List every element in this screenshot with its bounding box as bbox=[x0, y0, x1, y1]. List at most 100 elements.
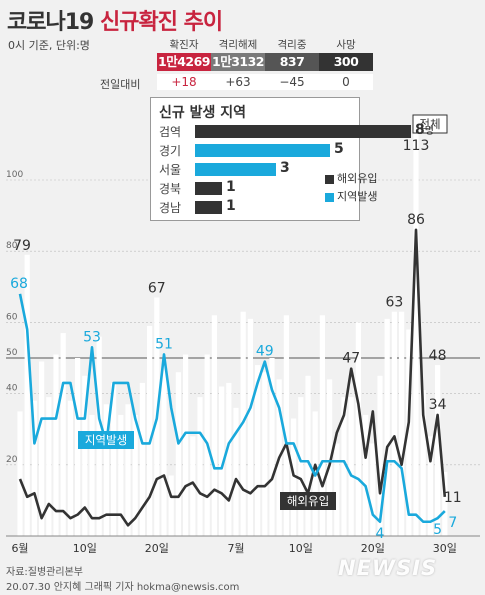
total-bar bbox=[334, 443, 340, 536]
stat-label: 사망 bbox=[336, 39, 356, 51]
total-bar bbox=[298, 397, 304, 536]
region-name: 경남 bbox=[159, 201, 182, 215]
total-bar bbox=[420, 390, 426, 536]
local-legend-swatch bbox=[325, 193, 334, 202]
total-bar bbox=[67, 400, 73, 536]
total-bar bbox=[53, 354, 59, 536]
data-label: 47 bbox=[342, 351, 360, 367]
overseas-legend-swatch bbox=[325, 175, 334, 184]
stat-value: 1만4269 bbox=[157, 53, 211, 71]
total-bar bbox=[118, 414, 124, 536]
data-label: 63 bbox=[385, 295, 403, 311]
total-bar bbox=[161, 365, 167, 536]
total-bar bbox=[435, 365, 441, 536]
total-bar bbox=[319, 315, 325, 536]
total-bar bbox=[211, 315, 217, 536]
total-bar bbox=[75, 358, 81, 536]
stat-diff: −45 bbox=[265, 74, 319, 90]
total-bar bbox=[139, 382, 145, 536]
total-bar bbox=[247, 318, 253, 536]
total-bar bbox=[370, 443, 376, 536]
local-line bbox=[18, 293, 446, 524]
y-tick-label: 50 bbox=[6, 348, 18, 358]
total-bar bbox=[168, 475, 174, 536]
data-label: 11 bbox=[444, 490, 462, 506]
x-tick-label: 10일 bbox=[289, 541, 313, 555]
total-bar bbox=[341, 397, 347, 536]
total-series-label: 전체 bbox=[419, 117, 440, 131]
data-label: 68 bbox=[10, 276, 28, 292]
x-tick-label: 7월 bbox=[227, 542, 244, 555]
region-bar bbox=[195, 201, 222, 214]
stat-value: 1만3132 bbox=[211, 53, 265, 71]
region-value-number: 5 bbox=[334, 141, 344, 157]
region-panel: 신규 발생 지역 검역 8명 경기 5 서울 3 경북 1 경남 1 bbox=[150, 97, 434, 221]
total-bar bbox=[377, 375, 383, 536]
region-value-number: 1 bbox=[226, 198, 236, 214]
total-bar bbox=[413, 133, 419, 536]
region-bar bbox=[195, 125, 411, 138]
total-bar bbox=[39, 361, 45, 536]
total-bar bbox=[197, 397, 203, 536]
y-tick-label: 40 bbox=[6, 384, 18, 394]
stat-diff: +18 bbox=[157, 74, 211, 90]
total-bar bbox=[255, 365, 261, 536]
credit-note: 20.07.30 안지혜 그래픽 기자 hokma@newsis.com bbox=[6, 582, 240, 593]
data-label: 113 bbox=[403, 138, 430, 154]
data-label: 86 bbox=[407, 212, 425, 228]
x-tick-label: 30일 bbox=[433, 541, 457, 555]
region-bar bbox=[195, 163, 276, 176]
region-value-number: 1 bbox=[226, 179, 236, 195]
region-value-number: 8 bbox=[415, 122, 425, 138]
region-bar bbox=[195, 182, 222, 195]
total-bar bbox=[355, 322, 361, 536]
stat-label: 격리해제 bbox=[218, 39, 258, 51]
overseas-line bbox=[18, 228, 447, 527]
x-tick-label: 20일 bbox=[145, 541, 169, 555]
total-bar bbox=[406, 329, 412, 536]
region-name: 경북 bbox=[159, 182, 182, 196]
region-name: 서울 bbox=[159, 163, 182, 177]
total-bar bbox=[305, 375, 311, 536]
data-label: 48 bbox=[429, 348, 447, 364]
total-bar bbox=[60, 333, 66, 536]
total-bar bbox=[363, 414, 369, 536]
total-bar bbox=[24, 254, 30, 536]
total-bar bbox=[291, 418, 297, 536]
stat-label: 격리중 bbox=[277, 39, 307, 51]
total-bar bbox=[427, 436, 433, 536]
data-label: 53 bbox=[83, 329, 101, 345]
total-bar bbox=[31, 400, 37, 536]
total-bar bbox=[46, 397, 52, 536]
data-label: 67 bbox=[148, 280, 166, 296]
total-bar bbox=[132, 414, 138, 536]
total-bar bbox=[442, 471, 448, 536]
data-label: 51 bbox=[155, 336, 173, 352]
total-bar bbox=[183, 354, 189, 536]
total-bar bbox=[391, 311, 397, 536]
total-bar bbox=[89, 414, 95, 536]
data-label: 34 bbox=[429, 397, 447, 413]
total-bar bbox=[233, 407, 239, 536]
data-label: 7 bbox=[448, 515, 457, 531]
stat-value: 300 bbox=[319, 53, 373, 71]
region-value-number: 3 bbox=[280, 160, 290, 176]
overseas-legend-label: 해외유입 bbox=[337, 172, 378, 185]
region-unit: 명 bbox=[424, 126, 434, 137]
region-value: 1 bbox=[226, 179, 236, 195]
region-value: 1 bbox=[226, 198, 236, 214]
region-value: 3 bbox=[280, 160, 290, 176]
diff-header: 전일대비 bbox=[100, 78, 141, 91]
total-bar bbox=[125, 404, 131, 536]
source-note: 자료:질병관리본부 bbox=[6, 567, 83, 578]
data-label: 79 bbox=[13, 238, 31, 254]
local-series-label: 지역발생 bbox=[85, 433, 127, 447]
total-bar bbox=[384, 318, 390, 536]
total-series-label-box bbox=[412, 114, 448, 134]
region-value: 8명 bbox=[415, 122, 434, 138]
overseas-series-label: 해외유입 bbox=[287, 494, 329, 508]
local-legend-label: 지역발생 bbox=[337, 190, 378, 203]
stat-diff: +63 bbox=[211, 74, 265, 90]
newsis-logo: NEWSIS bbox=[338, 556, 438, 580]
